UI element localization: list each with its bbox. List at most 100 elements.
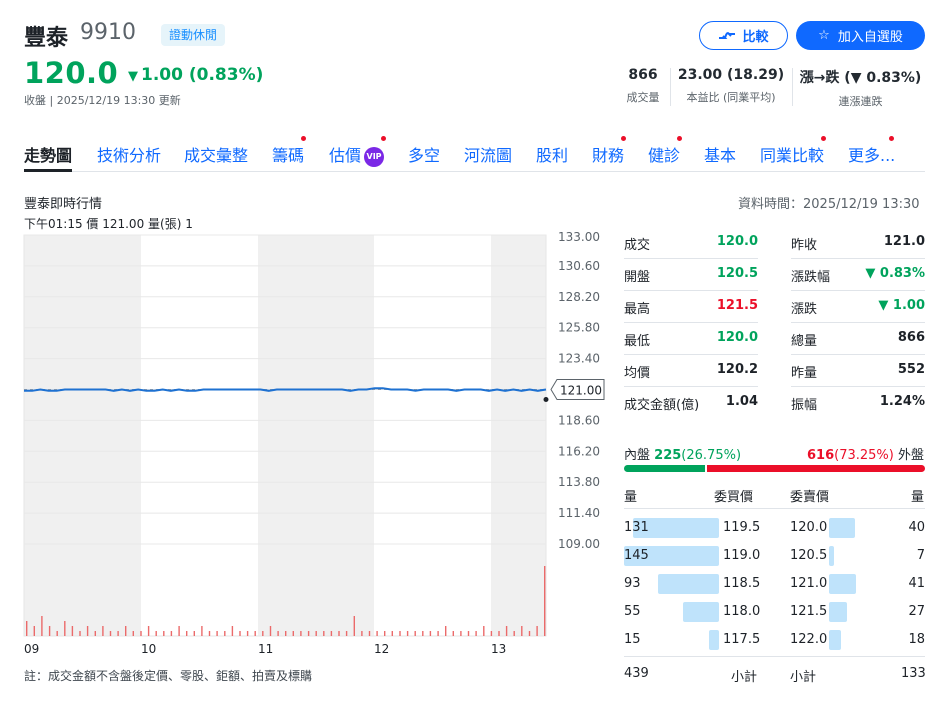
y-tick-label: 133.00 bbox=[558, 230, 600, 244]
tab-longshort[interactable]: 多空 bbox=[408, 146, 441, 165]
tab-financials[interactable]: 財務 bbox=[592, 146, 625, 165]
ask-qty: 41 bbox=[908, 576, 925, 591]
bid-depth-bar bbox=[683, 602, 719, 622]
volume-bar bbox=[41, 616, 43, 636]
bid-qty-header: 量 bbox=[624, 490, 638, 505]
volume-bar bbox=[399, 631, 401, 636]
y-tick-label: 111.40 bbox=[558, 506, 600, 520]
quote-row-divider bbox=[791, 386, 925, 387]
quote-value: 120.2 bbox=[716, 362, 758, 377]
orderbook-row: 93 118.5 121.0 41 bbox=[624, 573, 925, 595]
orderbook-divider bbox=[624, 656, 925, 657]
hour-band bbox=[258, 235, 374, 636]
ask-depth-bar bbox=[829, 574, 856, 594]
ask-qty: 27 bbox=[908, 604, 925, 619]
tab-river[interactable]: 河流圖 bbox=[464, 146, 513, 165]
volume-bar bbox=[216, 631, 218, 636]
quote-value: 1.24% bbox=[879, 394, 925, 409]
stat-pe-value: 23.00 (18.29) bbox=[677, 67, 785, 83]
y-tick-label: 128.20 bbox=[558, 290, 600, 304]
ask-depth-bar bbox=[829, 602, 847, 622]
data-time: 資料時間：2025/12/19 13:30 bbox=[738, 197, 920, 212]
y-tick-label: 118.60 bbox=[558, 413, 600, 427]
volume-bar bbox=[353, 616, 355, 636]
section-title: 豐泰即時行情 bbox=[24, 197, 103, 212]
volume-bar bbox=[536, 626, 538, 636]
stat-streak-label: 連漲連跌 bbox=[838, 95, 883, 108]
ask-price: 122.0 bbox=[790, 632, 828, 647]
tab-basic[interactable]: 基本 bbox=[704, 146, 737, 165]
tab-peer-compare[interactable]: 同業比較 bbox=[760, 146, 825, 165]
current-price-label: 121.00 bbox=[560, 384, 602, 398]
tab-valuation[interactable]: 估價 VIP bbox=[329, 142, 385, 167]
x-tick-label: 11 bbox=[258, 642, 273, 656]
quote-row: 最低 120.0 總量 866 bbox=[624, 326, 925, 358]
tab-trades[interactable]: 成交彙整 bbox=[184, 146, 249, 165]
ask-depth-bar bbox=[829, 546, 834, 566]
y-tick-label: 130.60 bbox=[558, 259, 600, 273]
volume-bar bbox=[414, 631, 416, 636]
volume-bar bbox=[277, 631, 279, 636]
star-icon: ☆ bbox=[818, 28, 830, 43]
volume-bar bbox=[33, 626, 35, 636]
ask-depth-bar bbox=[829, 518, 855, 538]
tab-more[interactable]: 更多... bbox=[848, 146, 896, 165]
quote-label: 昨量 bbox=[791, 366, 818, 381]
tab-health-dot bbox=[677, 136, 682, 141]
quote-row: 成交 120.0 昨收 121.0 bbox=[624, 230, 925, 262]
volume-bar bbox=[452, 631, 454, 636]
tab-health[interactable]: 健診 bbox=[648, 146, 681, 165]
volume-bar bbox=[376, 631, 378, 636]
volume-bar bbox=[224, 631, 226, 636]
bid-depth-bar bbox=[624, 546, 719, 566]
industry-badge[interactable]: 證動休閒 bbox=[161, 24, 226, 46]
volume-bar bbox=[361, 631, 363, 636]
volume-bar bbox=[132, 631, 134, 636]
volume-bar bbox=[498, 631, 500, 636]
volume-bar bbox=[384, 631, 386, 636]
bid-qty: 15 bbox=[624, 632, 641, 647]
quote-row-divider bbox=[624, 290, 758, 291]
stat-volume-value: 866 bbox=[628, 67, 658, 83]
volume-bar bbox=[513, 631, 515, 636]
watchlist-label: 加入自選股 bbox=[837, 30, 903, 45]
tab-chart[interactable]: 走勢圖 bbox=[24, 146, 73, 165]
quote-value: 1.04 bbox=[725, 394, 758, 409]
current-price: 120.0 bbox=[24, 56, 119, 90]
quote-label: 最高 bbox=[624, 302, 651, 317]
tab-technical[interactable]: 技術分析 bbox=[97, 146, 162, 165]
volume-bar bbox=[246, 631, 249, 636]
compare-button[interactable]: 比較 bbox=[699, 21, 788, 50]
outer-volume-pct: (73.25%) bbox=[834, 448, 894, 463]
y-tick-label: 125.80 bbox=[558, 321, 600, 335]
compare-arrows-icon bbox=[719, 31, 736, 39]
ask-price: 121.0 bbox=[790, 576, 828, 591]
volume-bar bbox=[323, 631, 325, 636]
quote-row: 成交金額(億) 1.04 振幅 1.24% bbox=[624, 390, 925, 422]
volume-bar bbox=[528, 631, 531, 636]
bid-price: 119.0 bbox=[723, 548, 761, 563]
bid-price-header: 委買價 bbox=[714, 490, 754, 505]
quote-row-divider bbox=[624, 258, 758, 259]
volume-bar bbox=[155, 631, 157, 636]
volume-bar bbox=[26, 621, 28, 636]
intraday-chart[interactable]: 133.00 130.60 128.20 125.80 123.40 121.00 118.… bbox=[0, 226, 610, 662]
bid-qty: 55 bbox=[624, 604, 641, 619]
chart-tooltip: 下午01:15 價 121.00 量(張) 1 bbox=[24, 217, 193, 231]
tab-chips[interactable]: 籌碼 bbox=[272, 146, 305, 165]
inner-volume-value: 225 bbox=[654, 448, 682, 463]
tab-dividend[interactable]: 股利 bbox=[536, 146, 569, 165]
volume-bar bbox=[94, 631, 96, 636]
tab-more-dot bbox=[889, 136, 894, 141]
volume-bar bbox=[140, 631, 142, 636]
down-triangle-icon: ▼ bbox=[128, 69, 138, 84]
volume-bar bbox=[544, 566, 546, 636]
y-tick-label: 113.80 bbox=[558, 475, 600, 489]
stat-divider bbox=[792, 68, 793, 106]
ask-price: 121.5 bbox=[790, 604, 828, 619]
add-to-watchlist-button[interactable]: ☆ 加入自選股 bbox=[796, 21, 925, 50]
stat-divider bbox=[670, 68, 671, 106]
quote-value: 121.5 bbox=[716, 298, 758, 313]
volume-bar bbox=[521, 626, 523, 636]
volume-bar bbox=[201, 626, 203, 636]
